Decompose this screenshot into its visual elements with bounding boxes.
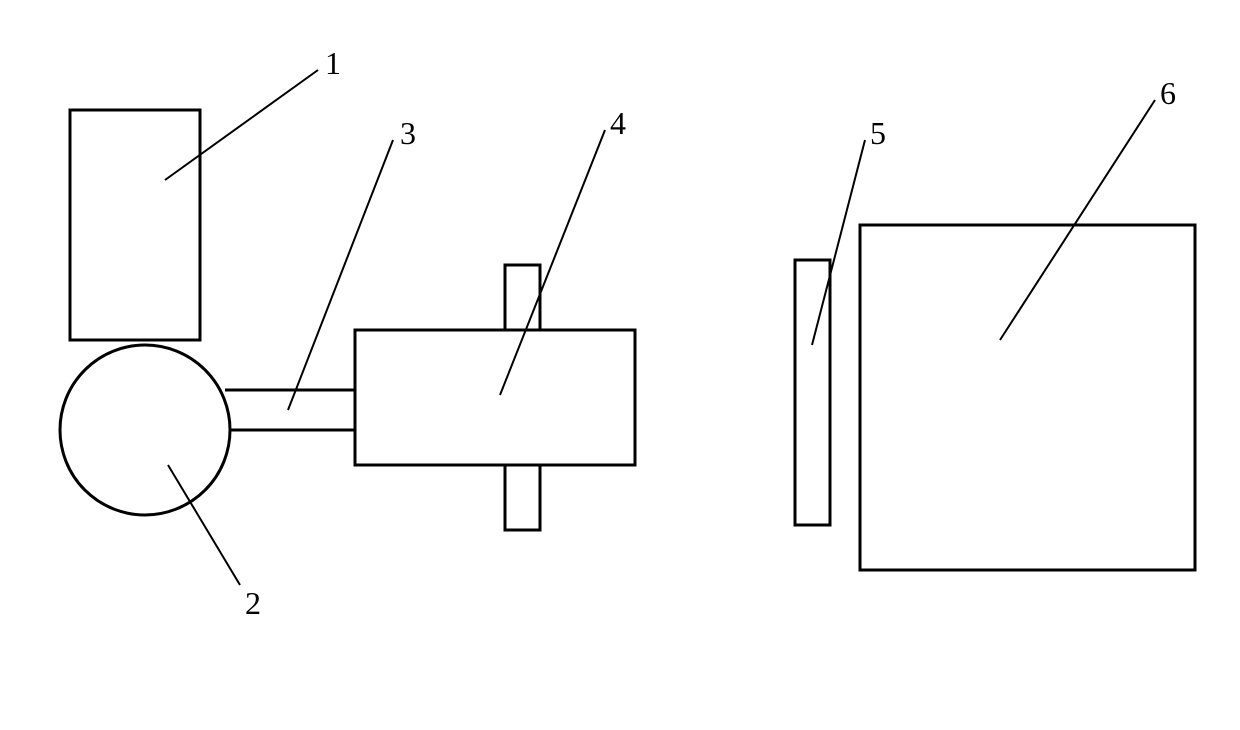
label-1: 1 (325, 45, 341, 82)
component-1 (70, 110, 200, 340)
label-3: 3 (400, 115, 416, 152)
label-2: 2 (245, 585, 261, 622)
component-4 (355, 330, 635, 465)
component-4-top-tab (505, 265, 540, 330)
label-4: 4 (610, 105, 626, 142)
component-6 (860, 225, 1195, 570)
component-5 (795, 260, 830, 525)
component-2 (60, 345, 230, 515)
label-6: 6 (1160, 75, 1176, 112)
leader-ln5 (812, 140, 865, 345)
component-4-bottom-tab (505, 465, 540, 530)
label-5: 5 (870, 115, 886, 152)
